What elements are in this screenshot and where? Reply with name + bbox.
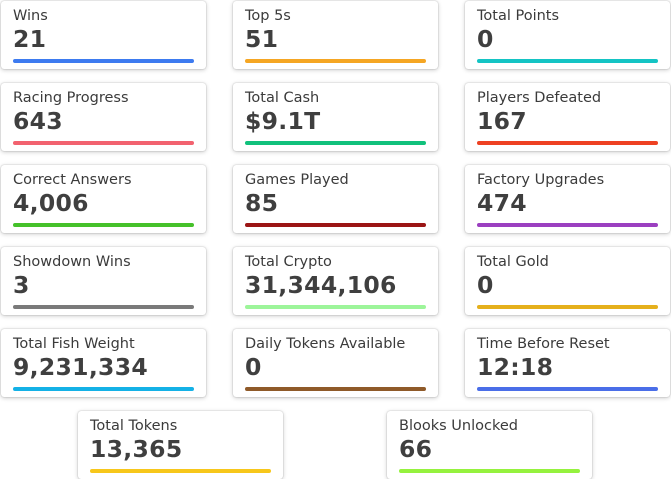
stat-value: 13,365 — [90, 435, 183, 463]
stat-color-bar — [90, 469, 271, 473]
stat-card-total-gold: Total Gold 0 — [465, 247, 670, 315]
stat-label: Correct Answers — [13, 172, 132, 188]
stat-label: Factory Upgrades — [477, 172, 605, 188]
stat-value: 0 — [477, 271, 494, 299]
stat-label: Racing Progress — [13, 90, 129, 106]
stat-color-bar — [245, 141, 426, 145]
stat-color-bar — [399, 469, 580, 473]
stat-color-bar — [477, 223, 658, 227]
stat-card-blooks-unlocked: Blooks Unlocked 66 — [387, 411, 592, 479]
stat-color-bar — [477, 141, 658, 145]
stat-label: Showdown Wins — [13, 254, 131, 270]
stat-value: 474 — [477, 189, 527, 217]
stat-value: 9,231,334 — [13, 353, 149, 381]
stat-card-time-before-reset: Time Before Reset 12:18 — [465, 329, 670, 397]
stat-value: $9.1T — [245, 107, 321, 135]
stat-value: 0 — [245, 353, 262, 381]
stat-color-bar — [477, 305, 658, 309]
stat-value: 31,344,106 — [245, 271, 397, 299]
stat-value: 643 — [13, 107, 63, 135]
stat-card-players-defeated: Players Defeated 167 — [465, 83, 670, 151]
stat-value: 51 — [245, 25, 279, 53]
stat-card-top-5s: Top 5s 51 — [233, 1, 438, 69]
stat-card-games-played: Games Played 85 — [233, 165, 438, 233]
stat-label: Blooks Unlocked — [399, 418, 518, 434]
stat-card-correct-answers: Correct Answers 4,006 — [1, 165, 206, 233]
stat-value: 66 — [399, 435, 433, 463]
stat-card-showdown-wins: Showdown Wins 3 — [1, 247, 206, 315]
stat-label: Total Tokens — [90, 418, 178, 434]
stat-card-racing-progress: Racing Progress 643 — [1, 83, 206, 151]
stat-label: Time Before Reset — [477, 336, 610, 352]
stat-color-bar — [245, 59, 426, 63]
stat-label: Total Crypto — [245, 254, 332, 270]
stat-color-bar — [13, 141, 194, 145]
stat-label: Total Points — [477, 8, 560, 24]
stat-value: 12:18 — [477, 353, 554, 381]
stat-color-bar — [245, 223, 426, 227]
stat-color-bar — [245, 305, 426, 309]
stat-color-bar — [13, 223, 194, 227]
stat-value: 0 — [477, 25, 494, 53]
stat-label: Total Cash — [245, 90, 320, 106]
stat-color-bar — [245, 387, 426, 391]
stat-color-bar — [477, 59, 658, 63]
stat-label: Players Defeated — [477, 90, 602, 106]
stat-label: Top 5s — [245, 8, 291, 24]
stat-card-wins: Wins 21 — [1, 1, 206, 69]
stat-label: Wins — [13, 8, 48, 24]
stat-value: 167 — [477, 107, 527, 135]
stat-card-total-cash: Total Cash $9.1T — [233, 83, 438, 151]
stat-card-total-tokens: Total Tokens 13,365 — [78, 411, 283, 479]
stat-value: 4,006 — [13, 189, 89, 217]
stat-value: 85 — [245, 189, 279, 217]
stat-label: Daily Tokens Available — [245, 336, 406, 352]
stat-card-total-crypto: Total Crypto 31,344,106 — [233, 247, 438, 315]
stat-color-bar — [13, 387, 194, 391]
stat-label: Games Played — [245, 172, 349, 188]
stat-color-bar — [13, 305, 194, 309]
stat-card-total-points: Total Points 0 — [465, 1, 670, 69]
stat-label: Total Fish Weight — [13, 336, 135, 352]
stat-card-factory-upgrades: Factory Upgrades 474 — [465, 165, 670, 233]
stat-color-bar — [13, 59, 194, 63]
stat-card-total-fish-weight: Total Fish Weight 9,231,334 — [1, 329, 206, 397]
stat-color-bar — [477, 387, 658, 391]
stat-card-daily-tokens-available: Daily Tokens Available 0 — [233, 329, 438, 397]
stat-label: Total Gold — [477, 254, 549, 270]
stat-value: 3 — [13, 271, 30, 299]
stat-value: 21 — [13, 25, 47, 53]
